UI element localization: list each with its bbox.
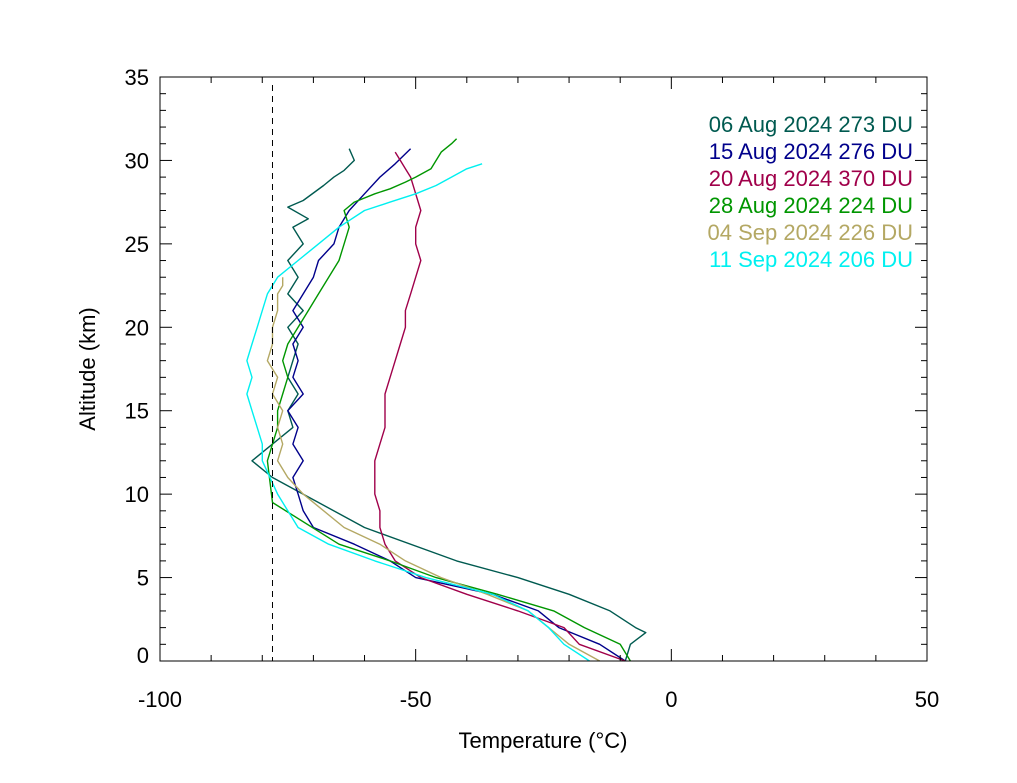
y-tick-label: 30 [125, 148, 149, 173]
y-tick-label: 0 [137, 643, 149, 668]
legend-entry: 11 Sep 2024 206 DU [709, 247, 913, 272]
plot-frame [159, 76, 928, 662]
ticks-layer [159, 76, 928, 662]
y-tick-label: 25 [125, 232, 149, 257]
legend-entry: 06 Aug 2024 273 DU [709, 112, 913, 137]
y-tick-label: 5 [137, 566, 149, 591]
legend-entry: 15 Aug 2024 276 DU [709, 139, 913, 164]
y-tick-label: 20 [125, 315, 149, 340]
series-line-4 [266, 138, 631, 662]
x-axis-title: Temperature (°C) [459, 728, 628, 753]
y-axis-title: Altitude (km) [75, 307, 100, 430]
x-tick-label: 0 [665, 687, 677, 712]
series-line-1 [251, 148, 647, 662]
series-line-6 [246, 163, 590, 662]
x-tick-label: -100 [138, 687, 182, 712]
legend-entry: 04 Sep 2024 226 DU [708, 220, 914, 245]
series-line-2 [287, 148, 626, 662]
tick-labels-layer: -100 -50 0 50 0 5 10 15 20 25 30 35 [125, 65, 940, 712]
legend-entry: 20 Aug 2024 370 DU [709, 166, 913, 191]
y-tick-label: 10 [125, 482, 149, 507]
x-tick-label: 50 [915, 687, 939, 712]
y-tick-label: 35 [125, 65, 149, 90]
series-line-5 [266, 277, 601, 662]
y-tick-label: 15 [125, 399, 149, 424]
series-line-3 [374, 151, 626, 662]
x-tick-label: -50 [400, 687, 432, 712]
legend-entry: 28 Aug 2024 224 DU [709, 193, 913, 218]
series-layer [246, 138, 647, 662]
